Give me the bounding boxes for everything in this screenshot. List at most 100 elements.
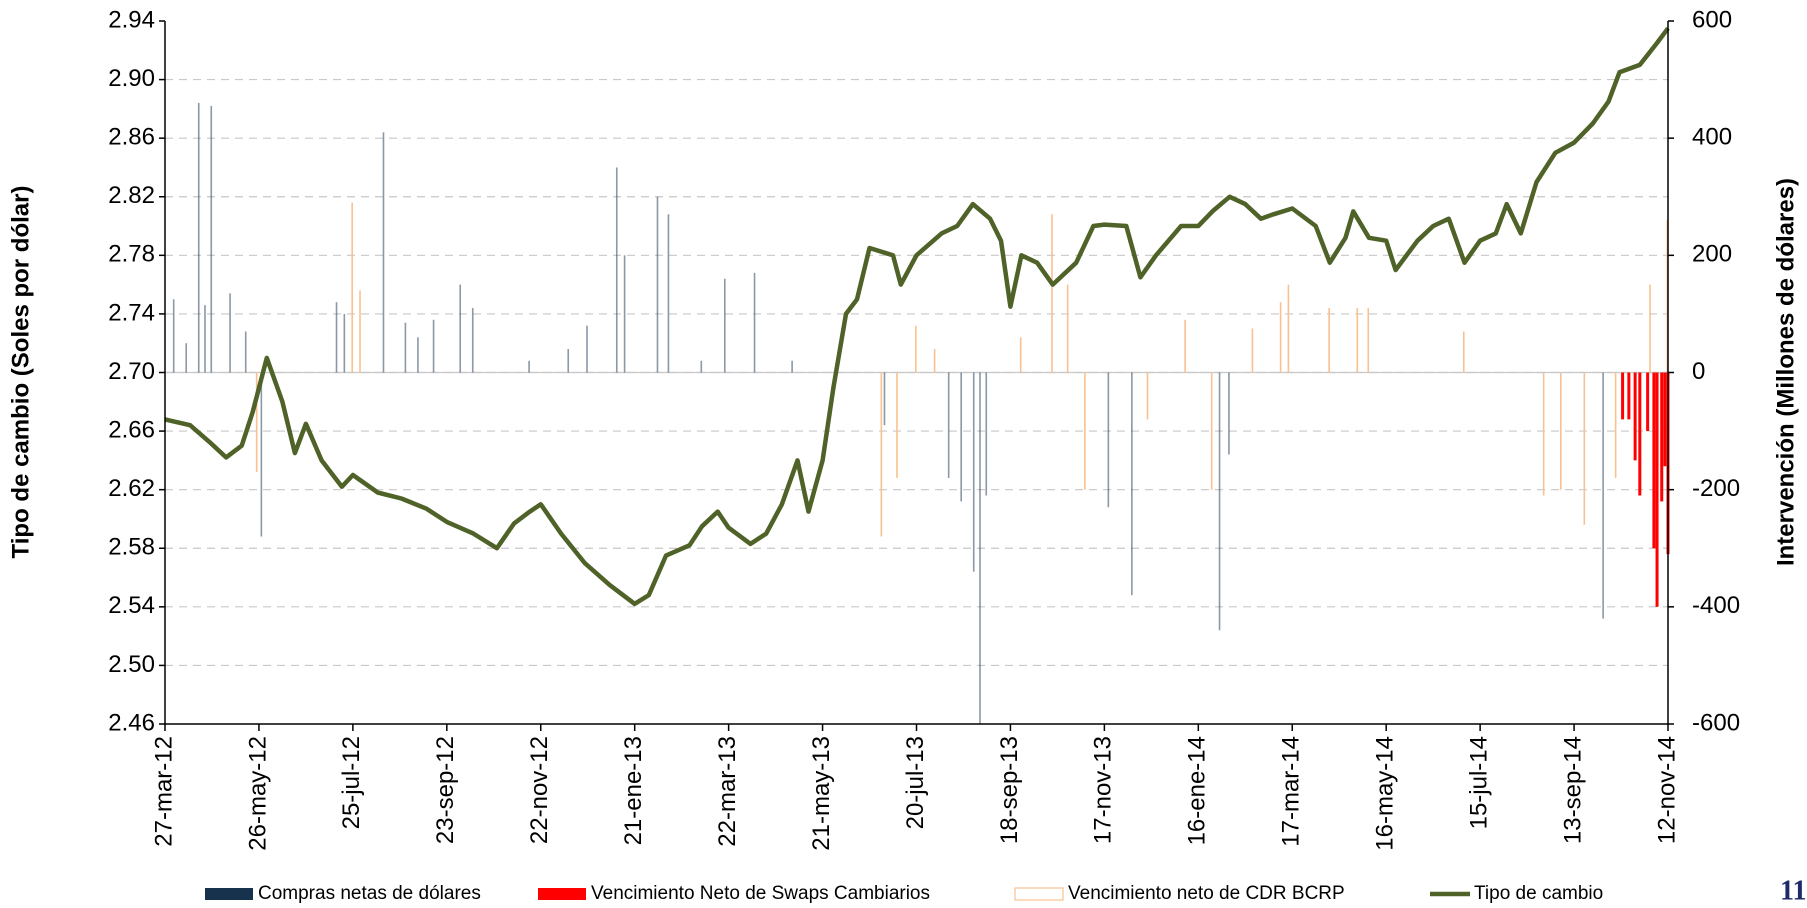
bar: [185, 343, 188, 373]
y-tick-label: 2.78: [108, 241, 155, 268]
y-tick-label: 2.90: [108, 65, 155, 92]
bar: [623, 255, 626, 373]
bar: [1542, 372, 1545, 496]
bar: [656, 196, 659, 373]
legend-swatch: [205, 888, 253, 900]
legend: Compras netas de dólares Vencimiento Neto…: [205, 883, 1603, 904]
x-tick-label: 13-sep-14: [1559, 736, 1586, 844]
bars: [172, 103, 1670, 724]
y2-axis-title: Intervención (Millones de dólares): [1772, 178, 1799, 566]
legend-label: Vencimiento Neto de Swaps Cambiarios: [591, 883, 930, 904]
x-tick-label: 22-mar-13: [714, 736, 741, 847]
y2-tick-label: 600: [1692, 6, 1732, 33]
bar: [1602, 372, 1604, 619]
x-tick-label: 21-may-13: [808, 736, 835, 851]
y-tick-label: 2.94: [108, 6, 155, 33]
exchange-rate-line: [164, 26, 1670, 607]
x-tick-label: 27-mar-12: [150, 736, 177, 847]
y-axis-title: Tipo de cambio (Soles por dólar): [7, 186, 34, 559]
axes: 2.46 2.50 2.54 2.58 2.62 2.66 2.70 2.74 2.78 2.82…: [108, 6, 1740, 850]
x-tick-label: 26-may-12: [244, 736, 271, 851]
legend-label: Tipo de cambio: [1474, 883, 1603, 904]
y-tick-label: 2.58: [108, 534, 155, 561]
y-tick-label: 2.50: [108, 651, 155, 678]
bar: [1228, 372, 1230, 455]
bar: [1251, 328, 1254, 373]
grid: [165, 78, 1668, 667]
bar: [359, 290, 361, 373]
y2-tick-label: -400: [1692, 592, 1740, 619]
y-tick-label: 2.74: [108, 299, 155, 326]
legend-label: Compras netas de dólares: [258, 883, 481, 904]
bar: [1146, 372, 1149, 420]
bar: [1356, 308, 1359, 373]
x-tick-label: 17-mar-14: [1278, 736, 1305, 847]
bar: [471, 308, 474, 373]
bar: [1621, 372, 1625, 420]
bar: [210, 105, 213, 373]
bar: [1655, 372, 1659, 607]
x-tick-label: 22-nov-12: [526, 736, 553, 844]
bar: [1583, 372, 1586, 525]
bar: [204, 305, 206, 373]
bar: [791, 360, 793, 373]
y2-tick-label: 200: [1692, 241, 1732, 268]
y-tick-label: 2.62: [108, 475, 155, 502]
bar: [1051, 214, 1053, 373]
bar: [1328, 308, 1330, 373]
bar: [1279, 302, 1282, 373]
bar: [1066, 284, 1069, 373]
bar: [947, 372, 950, 478]
bar: [972, 372, 975, 572]
bar: [382, 132, 385, 373]
bar: [1627, 372, 1631, 420]
bar: [586, 325, 588, 373]
bar: [985, 372, 988, 496]
y-tick-label: 2.70: [108, 358, 155, 385]
bar: [1107, 372, 1110, 508]
bar: [753, 272, 756, 373]
bar: [197, 103, 200, 373]
bar: [1367, 308, 1370, 373]
y2-tick-label: -200: [1692, 475, 1740, 502]
bar: [229, 293, 231, 373]
bar: [417, 337, 419, 373]
bar: [1184, 319, 1186, 373]
bar: [1614, 372, 1617, 478]
y-tick-label: 2.54: [108, 592, 155, 619]
y-tick-label: 2.86: [108, 124, 155, 151]
bar: [1462, 331, 1465, 373]
bar: [915, 325, 917, 373]
x-tick-label: 16-ene-14: [1184, 736, 1211, 845]
bar: [700, 360, 703, 373]
legend-label: Vencimiento neto de CDR BCRP: [1068, 883, 1345, 904]
bar: [1131, 372, 1133, 596]
bar: [1019, 337, 1022, 373]
bar: [1218, 372, 1221, 631]
bar: [1646, 372, 1650, 432]
y-tick-label: 2.66: [108, 416, 155, 443]
bar: [896, 372, 898, 478]
bar: [880, 372, 883, 537]
bar: [1663, 372, 1667, 467]
bar: [172, 299, 175, 373]
bar: [1633, 372, 1637, 461]
bar: [960, 372, 963, 502]
bar: [244, 331, 247, 373]
page-number: 11: [1780, 875, 1806, 906]
bar: [343, 313, 346, 373]
bar: [723, 278, 726, 373]
legend-swatch: [538, 888, 586, 900]
x-tick-label: 16-may-14: [1372, 736, 1399, 851]
x-tick-label: 25-jul-12: [338, 736, 365, 829]
bar: [1638, 372, 1642, 496]
x-tick-label: 20-jul-13: [902, 736, 929, 829]
bar: [255, 372, 258, 473]
bar: [1649, 284, 1651, 373]
legend-swatch: [1014, 887, 1064, 901]
bar: [1287, 284, 1290, 373]
y2-tick-label: 400: [1692, 124, 1732, 151]
x-tick-label: 17-nov-13: [1090, 736, 1117, 844]
bar: [432, 319, 435, 373]
